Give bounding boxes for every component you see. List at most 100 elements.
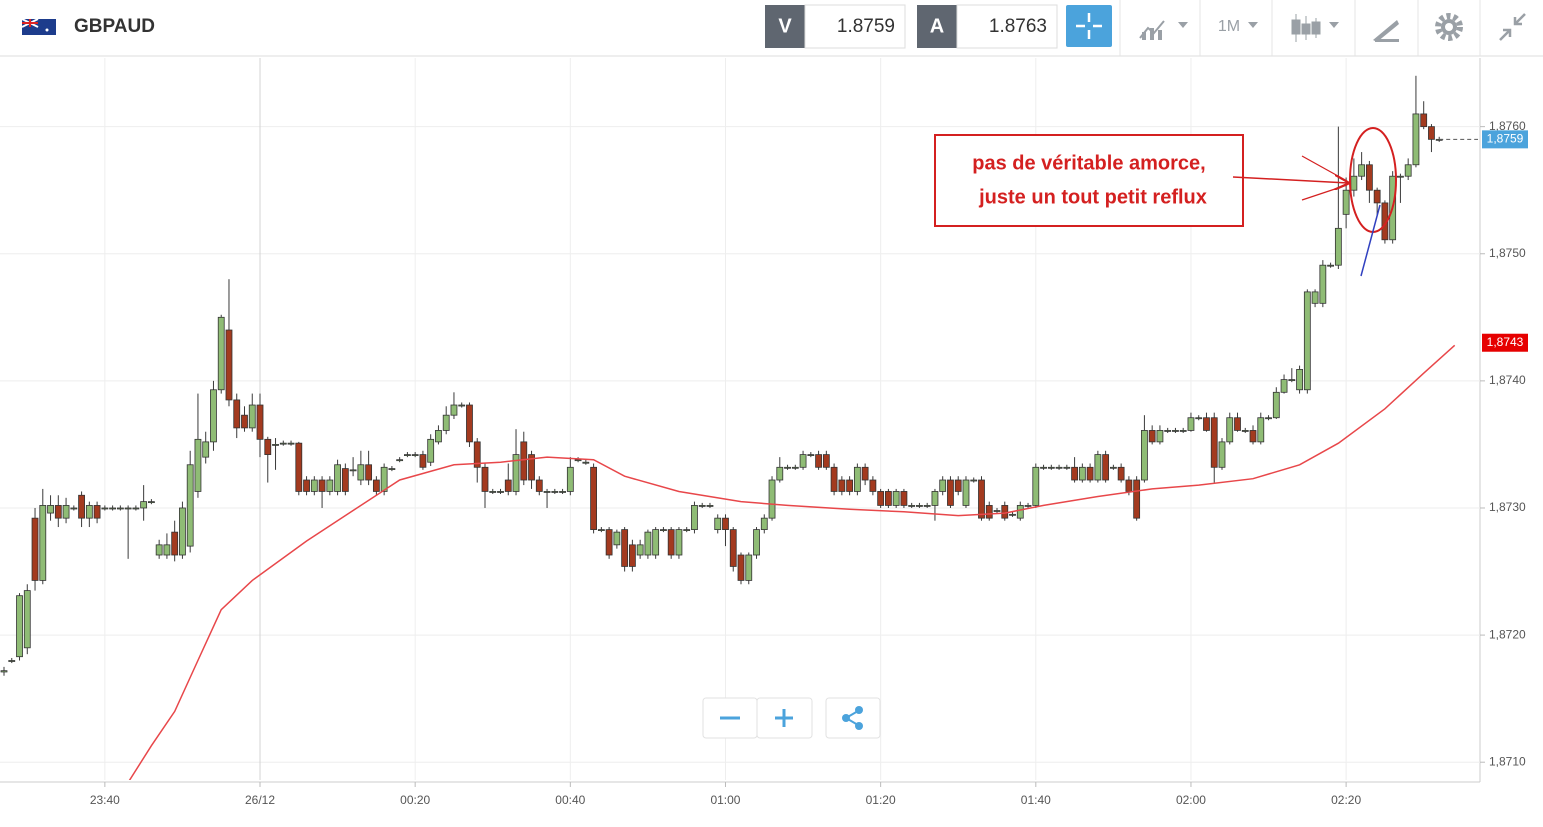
- candle-body: [1016, 505, 1024, 519]
- candle-body: [737, 554, 745, 581]
- candle-body: [256, 404, 264, 440]
- candle-body: [194, 438, 202, 492]
- share-button[interactable]: [825, 697, 881, 739]
- chart-type-button[interactable]: [1139, 20, 1188, 40]
- candle-body: [241, 414, 248, 429]
- candle-body: [753, 529, 760, 556]
- crosshair-button[interactable]: [1066, 5, 1112, 47]
- candle-body: [1164, 430, 1172, 432]
- candle-body: [597, 529, 605, 531]
- candle-body: [39, 505, 47, 581]
- candle-body: [861, 466, 869, 481]
- candle-body: [1055, 466, 1063, 469]
- candle-body: [1303, 291, 1311, 391]
- candle-body: [1109, 466, 1117, 469]
- candle-body: [1001, 505, 1009, 519]
- candle-body: [1009, 513, 1016, 516]
- candle-body: [1412, 113, 1420, 166]
- candle-body: [279, 442, 287, 445]
- collapse-button[interactable]: [1499, 13, 1526, 41]
- timeframe[interactable]: 1M: [1218, 18, 1240, 35]
- annotation-line: [1360, 204, 1381, 277]
- ask-box: [956, 4, 1058, 49]
- candle-body: [504, 479, 512, 492]
- candle-body: [993, 510, 1001, 512]
- candle-body: [1071, 466, 1078, 481]
- candle-body: [380, 466, 388, 492]
- moving-average: [128, 344, 1456, 780]
- x-tick-label: 01:40: [1021, 793, 1051, 807]
- candle-body: [574, 459, 582, 462]
- candle-body: [473, 441, 481, 468]
- x-tick-label: 26/12: [245, 793, 275, 807]
- candle-body: [295, 442, 303, 492]
- candle-body: [520, 441, 528, 481]
- annotation-arrow: [1232, 177, 1348, 183]
- candle-style-button[interactable]: [1291, 14, 1339, 42]
- candle-body: [590, 466, 597, 530]
- candle-body: [931, 491, 939, 506]
- annotation-arrow: [1301, 155, 1348, 182]
- candle-body: [202, 441, 210, 458]
- candle-body: [186, 464, 194, 547]
- labels: 1,8710 1,8720 1,8730 1,8740 1,8750 1,8760 23:4…: [90, 119, 1528, 807]
- candle-body: [838, 479, 846, 492]
- candle-body: [714, 517, 722, 530]
- candle-body: [760, 517, 768, 530]
- settings-button[interactable]: [1435, 13, 1463, 41]
- candle-body: [272, 444, 279, 446]
- candle-body: [116, 507, 124, 510]
- candle-body: [644, 531, 652, 556]
- candle-body: [70, 507, 78, 510]
- price-tag-label: 1,8743: [1487, 335, 1524, 349]
- candle-body: [1241, 430, 1249, 432]
- candle-body: [745, 554, 753, 581]
- candle-body: [675, 529, 683, 556]
- candle-body: [1078, 466, 1086, 481]
- timeframe-button[interactable]: 1M: [1218, 18, 1258, 35]
- candle-body: [1156, 430, 1164, 443]
- candle-body: [1141, 430, 1148, 481]
- zoom-out-button[interactable]: [702, 697, 758, 739]
- candle-body: [706, 505, 714, 507]
- candle-body: [916, 505, 923, 507]
- candle-body: [512, 454, 520, 492]
- candle-body: [179, 507, 186, 556]
- candle-body: [31, 517, 39, 581]
- candle-body: [1047, 466, 1055, 469]
- candle-body: [636, 544, 644, 556]
- y-tick-label: 1,8710: [1489, 754, 1526, 768]
- drawing-button[interactable]: [1373, 20, 1399, 42]
- y-tick-label: 1,8750: [1489, 246, 1526, 260]
- candle-body: [217, 316, 225, 391]
- candle-body: [691, 505, 698, 530]
- annotation-text: juste un tout petit reflux: [978, 186, 1207, 208]
- candle-body: [791, 466, 799, 469]
- candle-body: [341, 468, 349, 492]
- candle-body: [947, 479, 954, 506]
- candle-body: [163, 544, 171, 556]
- zoom-in-button[interactable]: [756, 697, 813, 739]
- candle-body: [660, 529, 667, 531]
- candle-body: [1094, 454, 1102, 481]
- candle-body: [892, 491, 900, 506]
- candle-body: [613, 531, 621, 546]
- candle-body: [535, 479, 543, 492]
- x-tick-label: 01:20: [866, 793, 896, 807]
- bid-badge: [765, 5, 805, 48]
- candle-body: [1404, 164, 1412, 177]
- x-tick-label: 01:00: [710, 793, 740, 807]
- candle-body: [1102, 454, 1110, 481]
- candle-body: [1358, 164, 1366, 177]
- candle-body: [442, 414, 450, 431]
- candle-body: [551, 491, 559, 493]
- candle-body: [396, 459, 404, 462]
- candle-body: [1218, 441, 1226, 468]
- candle-body: [155, 544, 163, 556]
- y-tick-label: 1,8730: [1489, 500, 1526, 514]
- candle-body: [853, 466, 861, 492]
- candle-body: [264, 438, 272, 455]
- candle-body: [683, 529, 691, 531]
- candle-body: [16, 595, 23, 658]
